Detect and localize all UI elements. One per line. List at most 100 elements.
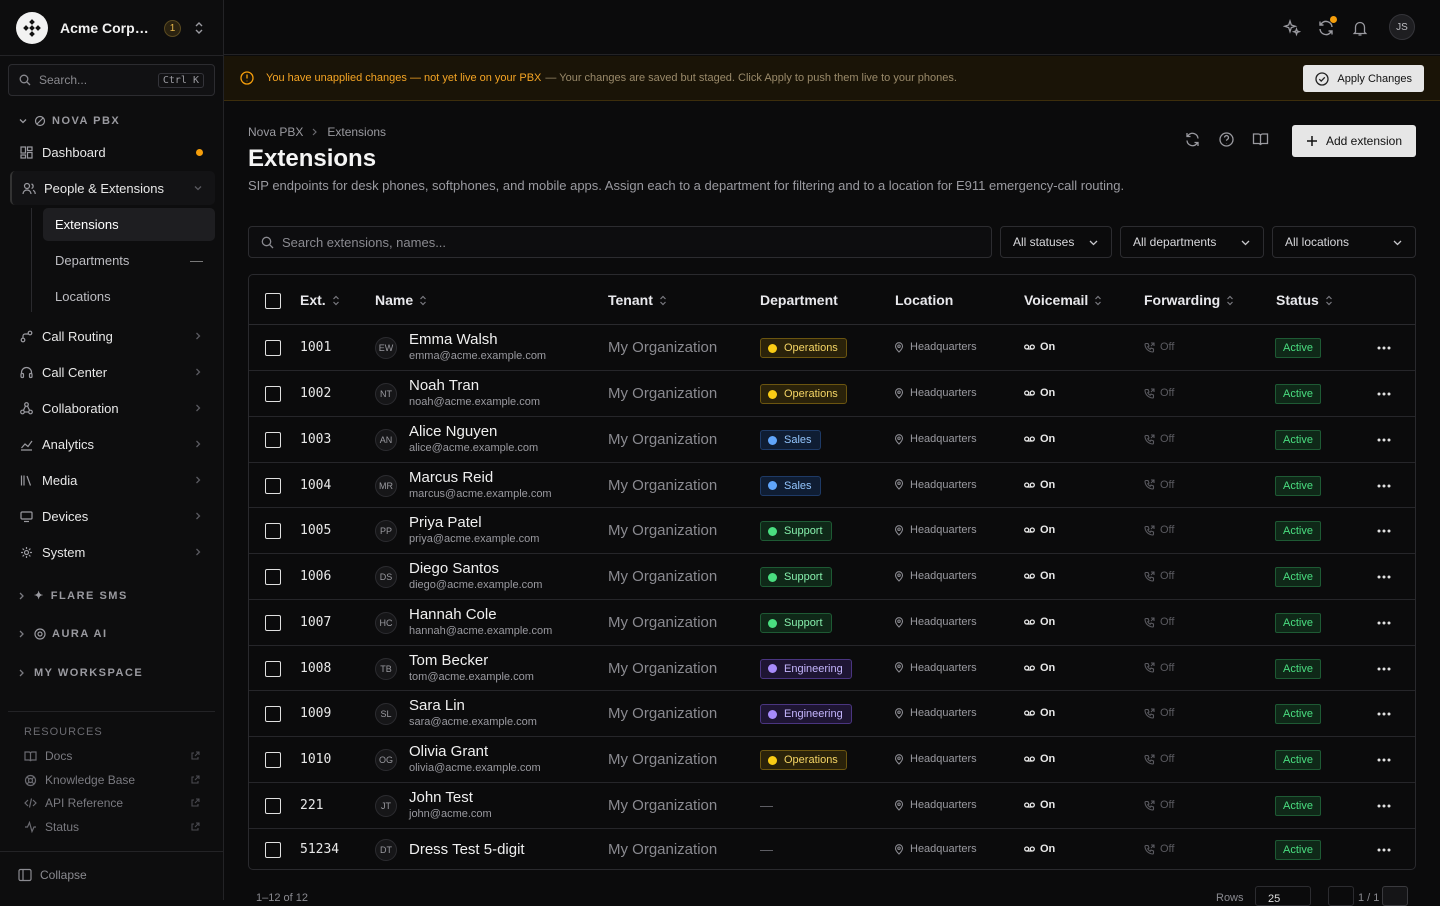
more-icon[interactable] — [1377, 392, 1391, 396]
extension-number[interactable]: 1007 — [300, 615, 332, 630]
table-row[interactable]: 1002 NT Noah Tran noah@acme.example.com My O… — [249, 371, 1415, 417]
table-row[interactable]: 1009 SL Sara Lin sara@acme.example.com My Or… — [249, 691, 1415, 737]
resource-status[interactable]: Status — [24, 820, 200, 834]
table-row[interactable]: 1007 HC Hannah Cole hannah@acme.example.com… — [249, 600, 1415, 646]
header-name[interactable]: Name — [375, 292, 427, 308]
rows-per-page-select[interactable]: 25 — [1255, 886, 1311, 906]
bell-icon[interactable] — [1351, 19, 1369, 37]
location-filter[interactable]: All locations — [1272, 226, 1416, 258]
extension-number[interactable]: 1004 — [300, 477, 332, 493]
extension-number[interactable]: 51234 — [300, 842, 340, 857]
extension-number[interactable]: 1005 — [300, 523, 332, 538]
header-ext[interactable]: Ext. — [300, 292, 340, 308]
extension-number[interactable]: 1001 — [300, 340, 332, 355]
row-checkbox[interactable] — [265, 569, 281, 585]
table-row[interactable]: 1004 MR Marcus Reid marcus@acme.example.com… — [249, 463, 1415, 508]
more-icon[interactable] — [1377, 621, 1391, 625]
next-page-button[interactable] — [1382, 886, 1408, 906]
header-status[interactable]: Status — [1276, 292, 1333, 308]
table-row[interactable]: 1010 OG Olivia Grant olivia@acme.example.co… — [249, 737, 1415, 783]
row-checkbox[interactable] — [265, 477, 281, 494]
page-title: Extensions — [248, 145, 377, 172]
breadcrumb-item[interactable]: Nova PBX — [248, 125, 304, 139]
department-dot — [768, 389, 777, 399]
extension-number[interactable]: 1006 — [300, 569, 332, 584]
row-checkbox[interactable] — [265, 386, 281, 402]
sync-icon[interactable] — [1317, 19, 1335, 37]
extension-search[interactable] — [248, 226, 992, 258]
table-row[interactable]: 1006 DS Diego Santos diego@acme.example.com… — [249, 554, 1415, 600]
sidebar-item-dashboard[interactable]: Dashboard — [10, 135, 215, 169]
group-aura-ai[interactable]: AURA AI — [18, 628, 108, 640]
row-checkbox[interactable] — [265, 752, 281, 768]
sidebar-item-media[interactable]: Media — [10, 463, 215, 497]
row-checkbox[interactable] — [265, 340, 281, 356]
group-my-workspace[interactable]: MY WORKSPACE — [18, 667, 143, 679]
collapse-button[interactable]: Collapse — [18, 868, 87, 882]
resource-knowledge-base[interactable]: Knowledge Base — [24, 773, 200, 787]
section-nova-pbx[interactable]: NOVA PBX — [18, 115, 120, 127]
sidebar-subitem-locations[interactable]: Locations — [55, 289, 111, 304]
table-row[interactable]: 1008 TB Tom Becker tom@acme.example.com My O… — [249, 646, 1415, 691]
more-icon[interactable] — [1377, 575, 1391, 579]
more-icon[interactable] — [1377, 804, 1391, 808]
resource-api-reference[interactable]: API Reference — [24, 796, 200, 810]
sidebar-item-people-extensions[interactable]: People & Extensions — [10, 171, 215, 205]
department-filter[interactable]: All departments — [1120, 226, 1264, 258]
extension-number[interactable]: 1008 — [300, 660, 332, 676]
table-row[interactable]: 1001 EW Emma Walsh emma@acme.example.com My … — [249, 325, 1415, 371]
phone-forward-icon — [1144, 799, 1160, 811]
extension-search-input[interactable] — [282, 234, 962, 250]
header-tenant[interactable]: Tenant — [608, 292, 667, 308]
help-icon[interactable] — [1218, 131, 1235, 148]
sidebar-subitem-extensions[interactable]: Extensions — [43, 208, 215, 241]
table-row[interactable]: 1005 PP Priya Patel priya@acme.example.com M… — [249, 508, 1415, 554]
book-icon[interactable] — [1252, 131, 1269, 148]
extension-number[interactable]: 1003 — [300, 432, 332, 447]
more-icon[interactable] — [1377, 667, 1391, 671]
sidebar-item-call-routing[interactable]: Call Routing — [10, 319, 215, 353]
row-checkbox[interactable] — [265, 660, 281, 677]
prev-page-button[interactable] — [1328, 886, 1354, 906]
more-icon[interactable] — [1377, 484, 1391, 488]
more-icon[interactable] — [1377, 529, 1391, 533]
row-checkbox[interactable] — [265, 523, 281, 539]
row-checkbox[interactable] — [265, 432, 281, 448]
add-extension-button[interactable]: Add extension — [1292, 125, 1416, 157]
row-checkbox[interactable] — [265, 615, 281, 631]
select-all-checkbox[interactable] — [265, 293, 281, 309]
more-icon[interactable] — [1377, 712, 1391, 716]
sparkle-icon: ✦ — [34, 590, 45, 602]
header-voicemail[interactable]: Voicemail — [1024, 292, 1102, 308]
extension-number[interactable]: 1009 — [300, 706, 332, 721]
header-forwarding[interactable]: Forwarding — [1144, 292, 1234, 308]
row-checkbox[interactable] — [265, 842, 281, 858]
more-icon[interactable] — [1377, 438, 1391, 442]
more-icon[interactable] — [1377, 758, 1391, 762]
sidebar-item-collaboration[interactable]: Collaboration — [10, 391, 215, 425]
org-switcher[interactable]: Acme Corporation 1 — [16, 12, 216, 44]
extension-number[interactable]: 1002 — [300, 386, 332, 401]
refresh-icon[interactable] — [1184, 131, 1201, 148]
sidebar-search[interactable]: Search... Ctrl K — [8, 64, 215, 96]
sidebar-item-system[interactable]: System — [10, 535, 215, 569]
resource-docs[interactable]: Docs — [24, 749, 200, 763]
extension-number[interactable]: 1010 — [300, 752, 332, 767]
status-filter[interactable]: All statuses — [1000, 226, 1112, 258]
sidebar-item-devices[interactable]: Devices — [10, 499, 215, 533]
table-row[interactable]: 221 JT John Test john@acme.com My Organizati… — [249, 783, 1415, 829]
table-row[interactable]: 51234 DT Dress Test 5-digit My Organization… — [249, 829, 1415, 869]
extension-number[interactable]: 221 — [300, 798, 324, 813]
more-icon[interactable] — [1377, 848, 1391, 852]
row-checkbox[interactable] — [265, 706, 281, 722]
table-row[interactable]: 1003 AN Alice Nguyen alice@acme.example.com… — [249, 417, 1415, 463]
apply-changes-button[interactable]: Apply Changes — [1303, 65, 1424, 92]
user-avatar[interactable]: JS — [1389, 14, 1415, 40]
group-flare-sms[interactable]: ✦ FLARE SMS — [18, 589, 128, 602]
ai-sparkle-icon[interactable] — [1283, 19, 1301, 37]
more-icon[interactable] — [1377, 346, 1391, 350]
sidebar-item-analytics[interactable]: Analytics — [10, 427, 215, 461]
sidebar-subitem-departments[interactable]: Departments — — [43, 244, 215, 277]
sidebar-item-call-center[interactable]: Call Center — [10, 355, 215, 389]
row-checkbox[interactable] — [265, 798, 281, 814]
